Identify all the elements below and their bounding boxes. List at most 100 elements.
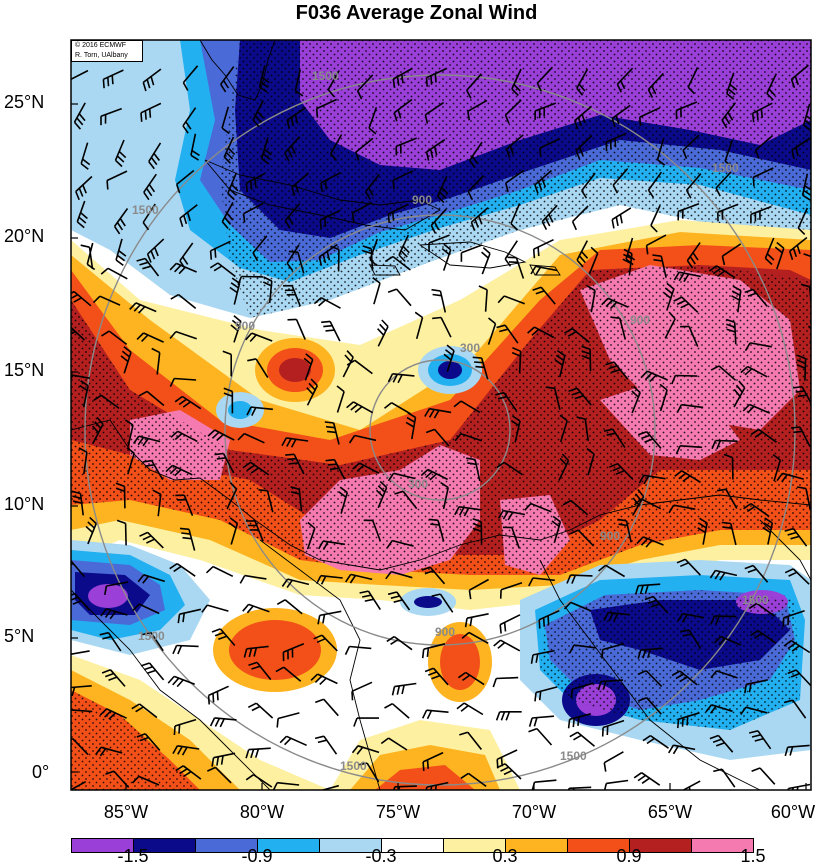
wind-barb-flag: [244, 214, 245, 223]
wind-barb-flag: [317, 792, 318, 801]
wind-barb-flag: [67, 688, 70, 697]
wind-barb-flag: [325, 181, 326, 190]
lon-label-65w: 65°W: [630, 802, 710, 823]
wind-barb-flag: [64, 374, 69, 382]
wind-barb-flag: [290, 463, 299, 464]
wind-barb-flag: [722, 522, 731, 523]
wind-barb-flag: [211, 251, 212, 260]
contour-label-1500: 1500: [712, 161, 739, 175]
wind-barb-flag: [183, 538, 192, 539]
wind-barb-staff: [177, 646, 199, 647]
wind-barb-flag: [423, 762, 424, 771]
wind-barb-flag: [573, 718, 574, 727]
wind-barb-flag: [429, 519, 438, 520]
wind-barb-staff: [805, 359, 806, 381]
wind-barb-flag: [723, 527, 732, 528]
wind-barb-flag: [145, 111, 146, 120]
wind-barb-flag: [431, 76, 432, 85]
wind-barb-flag: [217, 691, 218, 700]
wind-barb-flag: [540, 691, 541, 700]
wind-barb-flag: [569, 719, 570, 728]
colorbar-label: 1.5: [723, 846, 783, 867]
wind-barb-flag: [326, 330, 335, 331]
lat-label-0: 0°: [32, 762, 49, 783]
wind-barb-flag: [277, 719, 278, 728]
colorbar-label: 0.3: [475, 846, 535, 867]
wind-barb-flag: [179, 725, 180, 734]
wind-barb-flag: [213, 693, 214, 702]
wind-barb-flag: [798, 395, 807, 396]
wind-barb-flag: [66, 655, 68, 664]
wind-barb-flag: [812, 317, 819, 323]
wind-barb-flag: [681, 792, 682, 801]
lat-label-5n: 5°N: [4, 626, 34, 647]
wind-barb-flag: [647, 245, 648, 254]
colorbar-label: 0.9: [599, 846, 659, 867]
credit-line-1: © 2016 ECMWF: [75, 41, 142, 51]
wind-barb-flag: [534, 249, 535, 258]
lat-label-25n: 25°N: [4, 92, 44, 113]
colorbar-label: -0.9: [227, 846, 287, 867]
wind-barb-flag: [505, 622, 506, 631]
contour-label-1500: 1500: [742, 593, 769, 607]
wind-barb-flag: [678, 719, 679, 728]
wind-barb-flag: [323, 326, 332, 327]
wind-barb-flag: [326, 460, 335, 461]
contour-label-300: 300: [408, 477, 428, 491]
wind-barb-flag: [427, 648, 428, 657]
contour-label-900: 900: [412, 193, 432, 207]
wind-barb-flag: [500, 625, 501, 634]
wind-barb-flag: [325, 218, 326, 227]
wind-barb-flag: [108, 77, 109, 86]
wind-barb-flag: [259, 490, 268, 491]
wind-barb-staff: [812, 257, 813, 279]
wind-barb-flag: [209, 695, 210, 704]
wind-barb-flag: [757, 111, 758, 120]
wind-barb-flag: [327, 431, 336, 432]
wind-barb-flag: [535, 693, 536, 702]
wind-barb-staff: [735, 322, 736, 344]
wind-barb-flag: [761, 109, 762, 118]
lon-label-75w: 75°W: [358, 802, 438, 823]
wind-barb-flag: [538, 247, 539, 256]
wind-barb-staff: [520, 351, 521, 373]
wind-barb-flag: [321, 183, 322, 192]
wind-barb-flag: [112, 75, 113, 84]
wind-barb-flag: [427, 78, 428, 87]
contour-label-1500: 1500: [312, 69, 339, 83]
wind-barb-flag: [215, 454, 224, 455]
wind-barb-flag: [539, 620, 540, 629]
wind-barb-flag: [62, 560, 71, 563]
wind-barb-flag: [602, 650, 603, 659]
contour-label-1500: 1500: [138, 629, 165, 643]
wind-barb-flag: [753, 177, 754, 186]
wind-barb-staff: [126, 523, 127, 545]
wind-barb-flag: [321, 321, 330, 322]
wind-barb-flag: [689, 787, 690, 796]
lon-label-70w: 70°W: [494, 802, 574, 823]
credit-box: © 2016 ECMWF R. Torn, UAlbany: [71, 40, 143, 62]
wind-barb-flag: [544, 618, 545, 627]
wind-barb-flag: [328, 464, 337, 465]
wind-barb-flag: [793, 431, 802, 432]
wind-barb-flag: [326, 427, 335, 428]
wind-barb-flag: [683, 718, 684, 727]
wind-barb-staff: [569, 787, 591, 788]
wind-barb-flag: [615, 138, 616, 147]
wind-barb-flag: [285, 454, 294, 455]
wind-barb-flag: [107, 181, 108, 190]
wind-barb-flag: [435, 74, 436, 83]
contour-label-900: 900: [630, 313, 650, 327]
wind-barb-flag: [793, 387, 802, 388]
wind-barb-flag: [687, 716, 688, 725]
wind-barb-flag: [251, 181, 252, 190]
credit-line-2: R. Torn, UAlbany: [75, 51, 142, 61]
wind-barb-flag: [287, 459, 296, 460]
wind-barb-staff: [716, 441, 738, 442]
contour-label-1500: 1500: [560, 749, 587, 763]
lat-label-15n: 15°N: [4, 360, 44, 381]
colorbar-label: -1.5: [103, 846, 163, 867]
wind-barb-flag: [423, 649, 424, 658]
wind-barb-flag: [67, 710, 71, 718]
